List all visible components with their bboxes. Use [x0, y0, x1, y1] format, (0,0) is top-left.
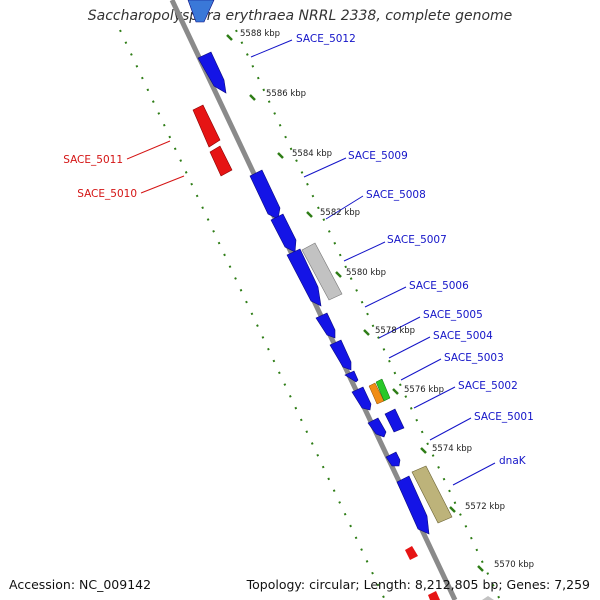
tick-label-5582: 5582 kbp: [320, 208, 360, 218]
tick-marks: [226, 34, 484, 572]
label-sace-5011[interactable]: SACE_5011: [63, 154, 123, 166]
gene-sace-5004[interactable]: [329, 339, 352, 371]
label-dnak[interactable]: dnaK: [499, 455, 527, 467]
leader-sace-5003: [400, 358, 442, 381]
gene-top-fragment[interactable]: [187, 0, 215, 23]
leader-sace-5011: [126, 140, 171, 160]
gene-dnak[interactable]: [411, 465, 453, 524]
leader-lines: [126, 39, 496, 486]
tick-mark: [392, 388, 399, 395]
leader-sace-5007: [343, 241, 386, 262]
tick-label-5588: 5588 kbp: [240, 29, 280, 39]
gene-sace-5012[interactable]: [197, 51, 227, 94]
leader-sace-5006: [364, 286, 407, 308]
leader-sace-5002: [413, 386, 456, 409]
label-sace-5005[interactable]: SACE_5005: [423, 309, 483, 321]
tick-label-5576: 5576 kbp: [404, 385, 444, 395]
tick-mark: [449, 506, 456, 513]
label-sace-5002[interactable]: SACE_5002: [458, 380, 518, 392]
tick-mark: [277, 152, 284, 159]
tick-mark: [306, 211, 313, 218]
gene-labels: SACE_5012 SACE_5011 SACE_5010 SACE_5009 …: [63, 33, 534, 467]
gene-reverse-fragment[interactable]: [428, 591, 440, 600]
accession-label: Accession: NC_009142: [9, 577, 152, 592]
label-sace-5010[interactable]: SACE_5010: [77, 188, 137, 200]
gene-sace-5009[interactable]: [249, 169, 281, 220]
label-sace-5001[interactable]: SACE_5001: [474, 411, 534, 423]
gene-forward-large[interactable]: [396, 475, 430, 535]
gene-sace-5011[interactable]: [192, 104, 221, 148]
gene-forward-small[interactable]: [385, 451, 401, 467]
tick-mark: [477, 565, 484, 572]
gene-forward-small[interactable]: [351, 386, 372, 411]
gene-sace-5003[interactable]: [344, 370, 359, 383]
tick-mark: [249, 94, 256, 101]
gene-sace-5007[interactable]: [301, 242, 343, 301]
leader-sace-5008: [325, 195, 364, 220]
label-sace-5012[interactable]: SACE_5012: [296, 33, 356, 45]
inner-dotted-track: [119, 29, 386, 600]
tick-label-5574: 5574 kbp: [432, 444, 472, 454]
leader-sace-5001: [429, 417, 472, 441]
tick-label-5572: 5572 kbp: [465, 502, 505, 512]
tick-mark: [335, 271, 342, 278]
tick-mark: [363, 329, 370, 336]
gene-bottom-fragment[interactable]: [482, 596, 494, 600]
gene-sace-5008[interactable]: [270, 213, 297, 253]
gene-sace-5006[interactable]: [286, 248, 322, 307]
label-sace-5007[interactable]: SACE_5007: [387, 234, 447, 246]
label-sace-5009[interactable]: SACE_5009: [348, 150, 408, 162]
gene-sace-5005[interactable]: [315, 312, 336, 339]
topology-label: Topology: circular; Length: 8,212,805 bp…: [246, 577, 590, 592]
gene-reverse-fragment[interactable]: [405, 546, 418, 560]
leader-sace-5005: [378, 316, 421, 339]
tick-labels: 5588 kbp 5586 kbp 5584 kbp 5582 kbp 5580…: [240, 29, 534, 570]
forward-strand-genes: [187, 0, 430, 535]
leader-sace-5010: [140, 175, 185, 194]
leader-sace-5009: [303, 157, 347, 178]
leader-sace-5012: [250, 39, 293, 58]
special-genes: [301, 242, 494, 600]
tick-label-5580: 5580 kbp: [346, 268, 386, 278]
gene-sace-5002-green[interactable]: [375, 378, 391, 402]
label-sace-5003[interactable]: SACE_5003: [444, 352, 504, 364]
label-sace-5004[interactable]: SACE_5004: [433, 330, 493, 342]
gene-forward-small[interactable]: [367, 417, 387, 438]
tick-label-5578: 5578 kbp: [375, 326, 415, 336]
tick-label-5584: 5584 kbp: [292, 149, 332, 159]
tick-label-5586: 5586 kbp: [266, 89, 306, 99]
leader-dnak: [452, 462, 496, 486]
gene-sace-5010[interactable]: [209, 145, 233, 177]
tick-mark: [420, 447, 427, 454]
tick-mark: [226, 34, 233, 41]
gene-sace-5001[interactable]: [384, 408, 405, 433]
tick-label-5570: 5570 kbp: [494, 560, 534, 570]
leader-sace-5004: [388, 336, 431, 359]
label-sace-5006[interactable]: SACE_5006: [409, 280, 469, 292]
reverse-strand-genes: [192, 104, 440, 600]
label-sace-5008[interactable]: SACE_5008: [366, 189, 426, 201]
outer-dotted-track: [235, 29, 501, 600]
